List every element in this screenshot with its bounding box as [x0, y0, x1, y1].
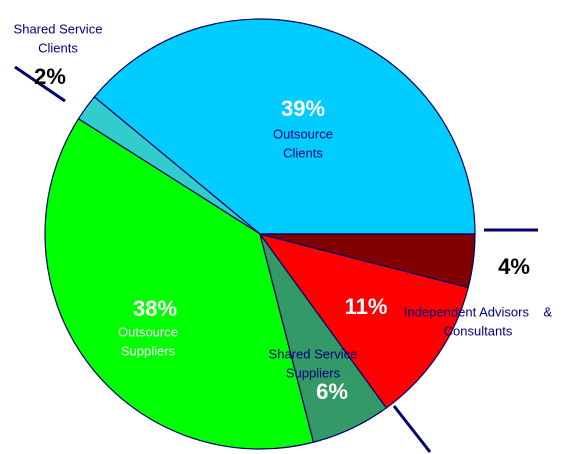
value-label: 4%	[498, 254, 530, 279]
slice-label: Clients	[38, 40, 78, 55]
value-label: 39%	[281, 96, 325, 121]
leader-line	[14, 65, 66, 103]
value-label: 2%	[34, 64, 66, 89]
slice-label: Suppliers	[286, 365, 341, 380]
slice-label: Suppliers	[121, 343, 176, 358]
slice-label: Shared Service	[14, 21, 103, 36]
slice-label: Outsource	[273, 126, 333, 141]
slice-label: Outsource	[118, 324, 178, 339]
pie-slice	[93, 18, 476, 235]
pie-slice	[259, 233, 476, 289]
leader-line	[392, 405, 432, 453]
value-label: 38%	[133, 296, 177, 321]
pie	[44, 18, 476, 450]
slice-label: Consultants	[444, 323, 513, 338]
leader-lines	[14, 65, 538, 453]
pie-slice	[44, 117, 315, 450]
pie-slice	[258, 233, 469, 409]
value-label: 11%	[345, 294, 388, 319]
slice-label: Independent Advisors &	[404, 304, 552, 319]
slice-label: Shared Service	[269, 346, 358, 361]
slice-label: Clients	[283, 145, 323, 160]
value-label: 6%	[316, 379, 348, 404]
